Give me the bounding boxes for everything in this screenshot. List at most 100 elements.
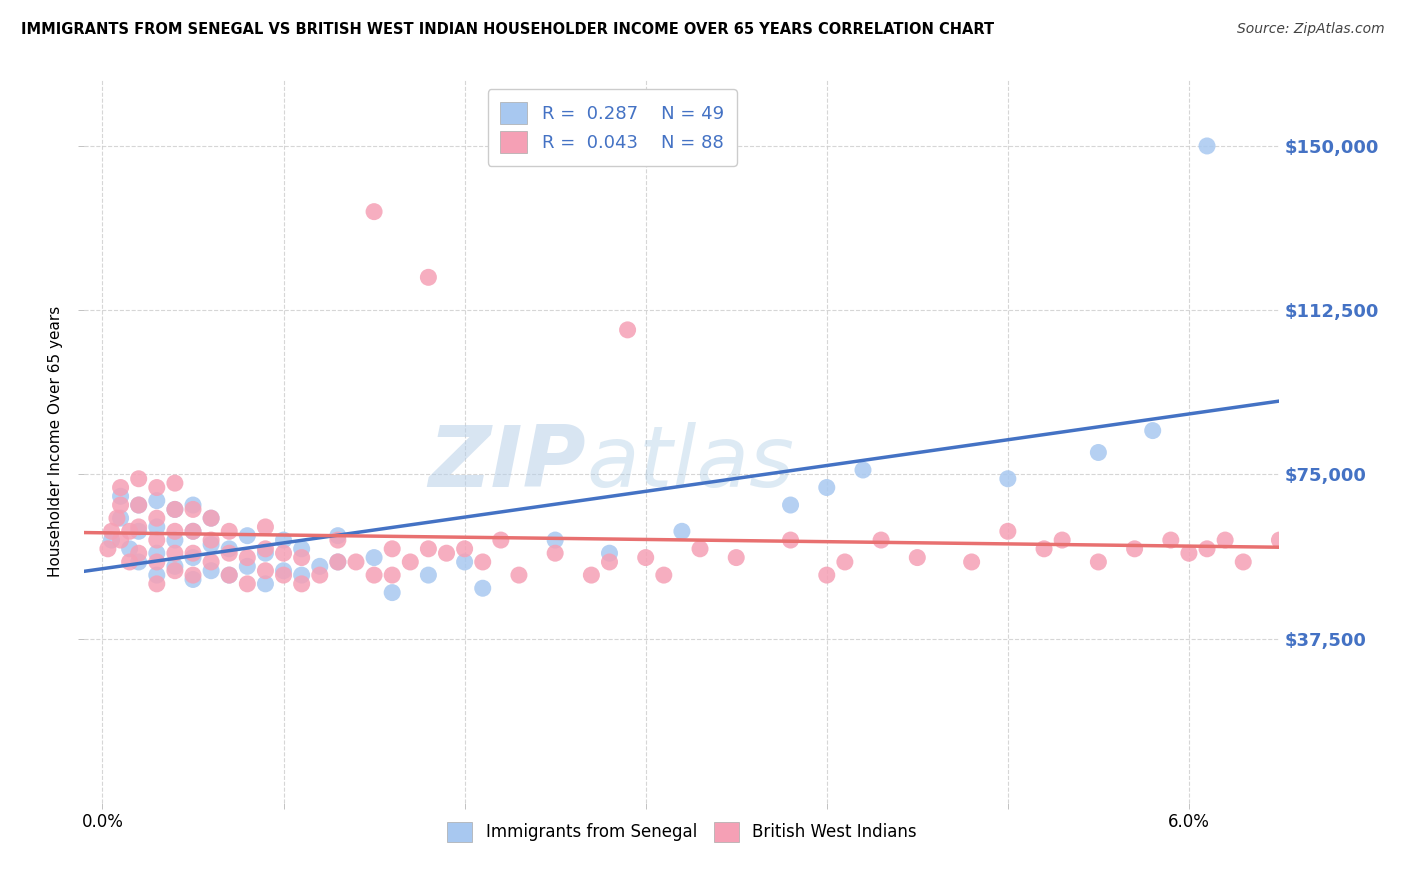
Point: [634, 550, 657, 565]
Legend: Immigrants from Senegal, British West Indians: Immigrants from Senegal, British West In…: [440, 815, 924, 848]
Point: [254, 546, 277, 560]
Point: [544, 546, 567, 560]
Point: [852, 463, 875, 477]
Point: [181, 498, 204, 512]
Point: [1395, 541, 1406, 556]
Point: [200, 533, 222, 547]
Point: [1087, 445, 1109, 459]
Point: [236, 577, 259, 591]
Point: [100, 524, 122, 539]
Point: [1087, 555, 1109, 569]
Point: [163, 502, 186, 516]
Point: [181, 546, 204, 560]
Point: [200, 537, 222, 551]
Point: [344, 555, 367, 569]
Point: [291, 568, 314, 582]
Point: [997, 524, 1019, 539]
Point: [960, 555, 983, 569]
Point: [110, 489, 132, 503]
Point: [1050, 533, 1073, 547]
Point: [110, 533, 132, 547]
Point: [163, 476, 186, 491]
Point: [471, 555, 494, 569]
Point: [110, 511, 132, 525]
Text: ZIP: ZIP: [429, 422, 586, 505]
Point: [418, 270, 440, 285]
Point: [163, 502, 186, 516]
Point: [363, 550, 385, 565]
Point: [1195, 139, 1218, 153]
Point: [326, 555, 349, 569]
Point: [128, 524, 150, 539]
Point: [254, 520, 277, 534]
Point: [308, 568, 330, 582]
Point: [689, 541, 711, 556]
Point: [1123, 541, 1146, 556]
Point: [128, 520, 150, 534]
Point: [218, 568, 240, 582]
Point: [181, 568, 204, 582]
Point: [291, 541, 314, 556]
Point: [273, 533, 295, 547]
Point: [218, 524, 240, 539]
Point: [381, 585, 404, 599]
Point: [110, 481, 132, 495]
Point: [1268, 533, 1291, 547]
Point: [236, 529, 259, 543]
Point: [105, 511, 128, 525]
Point: [163, 533, 186, 547]
Point: [181, 573, 204, 587]
Point: [905, 550, 928, 565]
Point: [254, 577, 277, 591]
Point: [381, 541, 404, 556]
Point: [146, 481, 169, 495]
Point: [471, 581, 494, 595]
Point: [128, 555, 150, 569]
Point: [218, 541, 240, 556]
Point: [1286, 541, 1309, 556]
Point: [273, 568, 295, 582]
Point: [163, 559, 186, 574]
Point: [815, 568, 838, 582]
Point: [146, 577, 169, 591]
Point: [273, 546, 295, 560]
Point: [616, 323, 638, 337]
Point: [326, 529, 349, 543]
Point: [581, 568, 603, 582]
Point: [291, 550, 314, 565]
Point: [100, 533, 122, 547]
Point: [363, 204, 385, 219]
Point: [181, 550, 204, 565]
Point: [598, 546, 620, 560]
Point: [146, 493, 169, 508]
Point: [163, 524, 186, 539]
Point: [146, 520, 169, 534]
Point: [418, 568, 440, 582]
Point: [128, 498, 150, 512]
Point: [1160, 533, 1182, 547]
Point: [1305, 555, 1327, 569]
Point: [218, 546, 240, 560]
Point: [652, 568, 675, 582]
Point: [146, 511, 169, 525]
Point: [1341, 533, 1364, 547]
Point: [1178, 546, 1201, 560]
Point: [128, 498, 150, 512]
Point: [779, 533, 801, 547]
Point: [146, 555, 169, 569]
Text: Source: ZipAtlas.com: Source: ZipAtlas.com: [1237, 22, 1385, 37]
Point: [236, 550, 259, 565]
Point: [779, 498, 801, 512]
Point: [97, 541, 120, 556]
Point: [834, 555, 856, 569]
Point: [453, 541, 475, 556]
Point: [118, 524, 141, 539]
Point: [110, 498, 132, 512]
Point: [200, 511, 222, 525]
Point: [163, 564, 186, 578]
Point: [236, 559, 259, 574]
Point: [870, 533, 893, 547]
Point: [725, 550, 748, 565]
Point: [598, 555, 620, 569]
Point: [163, 546, 186, 560]
